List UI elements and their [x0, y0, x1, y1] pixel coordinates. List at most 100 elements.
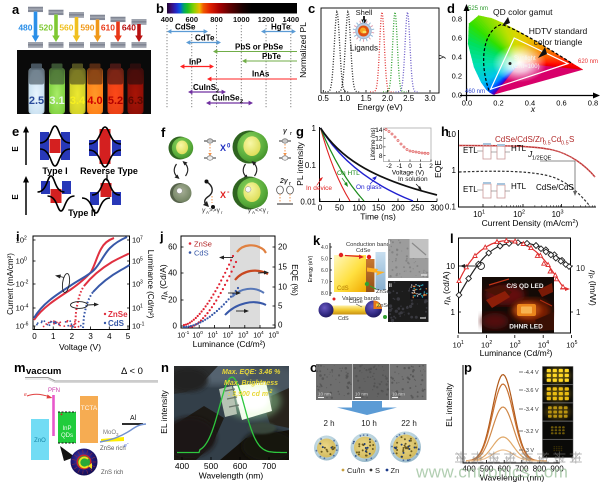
svg-text:r: r — [290, 131, 292, 137]
svg-text:Luminance (Cd/m²): Luminance (Cd/m²) — [193, 339, 266, 349]
svg-text:EL intensity: EL intensity — [444, 382, 454, 426]
svg-text:Max. Brightness: Max. Brightness — [224, 380, 278, 387]
svg-text:PFN: PFN — [48, 388, 60, 394]
svg-text:1: 1 — [461, 340, 464, 346]
svg-text:1: 1 — [576, 308, 581, 317]
svg-text:g: g — [296, 124, 304, 139]
svg-text:7: 7 — [140, 236, 143, 242]
svg-text:X: X — [220, 143, 226, 153]
svg-text:Time (ns): Time (ns) — [360, 212, 396, 222]
svg-text:620 nm: 620 nm — [578, 59, 598, 65]
svg-text:ETL: ETL — [463, 146, 478, 155]
svg-text:Wavelength (nm): Wavelength (nm) — [199, 471, 264, 481]
svg-text:0: 0 — [24, 257, 27, 263]
svg-text:10: 10 — [566, 341, 574, 350]
svg-text:QD color gamut: QD color gamut — [493, 7, 553, 17]
svg-text:ZnSe: ZnSe — [194, 240, 212, 249]
svg-text:525 nm: 525 nm — [468, 6, 488, 12]
svg-text:20: 20 — [278, 243, 287, 252]
svg-text:5: 5 — [140, 257, 143, 263]
svg-text:Voltage (V): Voltage (V) — [59, 342, 101, 352]
svg-text:1: 1 — [215, 330, 218, 336]
svg-text:400: 400 — [161, 15, 174, 24]
svg-text:0: 0 — [318, 204, 323, 213]
svg-text:CdTe: CdTe — [195, 34, 215, 43]
svg-text:Max. EQE: 3.46 %: Max. EQE: 3.46 % — [222, 369, 281, 376]
svg-text:480: 480 — [18, 23, 32, 33]
svg-text:10: 10 — [453, 341, 461, 350]
svg-text:EQE (%): EQE (%) — [290, 264, 299, 296]
svg-text:10: 10 — [177, 333, 185, 340]
svg-text:On HTL: On HTL — [337, 170, 360, 177]
svg-text:3: 3 — [88, 332, 93, 341]
svg-text:EQE: EQE — [433, 160, 443, 178]
svg-text:c: c — [308, 1, 315, 16]
svg-text:HgTe: HgTe — [271, 23, 291, 32]
svg-text:In device: In device — [306, 185, 332, 192]
svg-text:): ) — [576, 218, 579, 228]
svg-text:1000: 1000 — [233, 15, 250, 24]
svg-text:-6: -6 — [24, 322, 29, 328]
svg-text:60: 60 — [168, 243, 177, 252]
svg-text:PbTe: PbTe — [262, 52, 282, 61]
svg-text:0.8: 0.8 — [452, 15, 462, 24]
svg-text:-2: -2 — [268, 389, 273, 395]
svg-text:0.6: 0.6 — [452, 34, 462, 43]
svg-text:k: k — [313, 233, 321, 248]
svg-text:0.1: 0.1 — [445, 203, 457, 212]
svg-text:Current (mA/cm²): Current (mA/cm²) — [6, 253, 15, 315]
svg-text:50: 50 — [335, 204, 344, 213]
svg-text:CdS: CdS — [337, 286, 349, 292]
svg-text:S: S — [375, 466, 380, 475]
svg-text:CdSe: CdSe — [356, 248, 371, 254]
svg-text:4.0: 4.0 — [321, 245, 328, 251]
svg-text:1: 1 — [482, 210, 485, 216]
svg-text:CdSe: CdSe — [349, 299, 363, 305]
svg-text:0.5: 0.5 — [543, 141, 551, 147]
svg-text:5: 5 — [126, 332, 131, 341]
svg-text:-3.4 V: -3.4 V — [524, 407, 539, 413]
svg-text:Type II: Type II — [68, 208, 96, 218]
svg-text:5: 5 — [278, 302, 283, 311]
svg-text:e: e — [24, 392, 27, 398]
svg-text:40: 40 — [168, 269, 177, 278]
svg-text:MoO: MoO — [103, 430, 116, 436]
svg-text:590: 590 — [80, 23, 94, 33]
svg-text:EL intensity: EL intensity — [159, 389, 169, 433]
svg-text:DHNR LED: DHNR LED — [509, 324, 543, 331]
svg-text:0: 0 — [173, 322, 178, 331]
svg-text:C/S QD LED: C/S QD LED — [506, 283, 544, 290]
svg-text:Energy (eV): Energy (eV) — [308, 255, 314, 282]
svg-text:2: 2 — [522, 210, 525, 216]
svg-text:2: 2 — [489, 340, 492, 346]
svg-text:7.0: 7.0 — [321, 280, 328, 286]
svg-text:On glass: On glass — [356, 184, 382, 191]
svg-text:10: 10 — [447, 130, 456, 139]
svg-text:PbS or PbSe: PbS or PbSe — [235, 43, 284, 52]
svg-text:vaccum: vaccum — [26, 366, 61, 377]
svg-text:Ligands: Ligands — [350, 44, 378, 53]
svg-text:CdSe/CdS/Zn: CdSe/CdS/Zn — [495, 135, 544, 144]
svg-text:10 h: 10 h — [361, 419, 377, 428]
svg-text:: 3,900 cd m: : 3,900 cd m — [228, 391, 268, 398]
svg-text:5.0: 5.0 — [321, 257, 328, 263]
svg-text:1: 1 — [312, 124, 317, 133]
svg-text:b: b — [156, 1, 164, 16]
svg-text:2 h: 2 h — [323, 419, 334, 428]
svg-text:0.2: 0.2 — [452, 72, 462, 81]
svg-text:Sunlight: Sunlight — [514, 56, 536, 62]
svg-text:6.0: 6.0 — [321, 268, 328, 274]
svg-text:3.1: 3.1 — [49, 95, 64, 107]
svg-text:f: f — [161, 125, 166, 140]
svg-text:p: p — [464, 360, 472, 375]
svg-text:PL intensity: PL intensity — [295, 141, 305, 185]
svg-text:+: + — [60, 412, 63, 418]
svg-text:0.1: 0.1 — [305, 161, 317, 170]
svg-text:300: 300 — [430, 204, 444, 213]
svg-text:10: 10 — [576, 264, 585, 273]
svg-text:Energy (eV): Energy (eV) — [357, 102, 403, 112]
svg-text:4: 4 — [261, 330, 264, 336]
svg-text:0.5: 0.5 — [561, 141, 569, 147]
svg-text:-1: -1 — [140, 322, 145, 328]
svg-text:0.6: 0.6 — [556, 99, 566, 108]
